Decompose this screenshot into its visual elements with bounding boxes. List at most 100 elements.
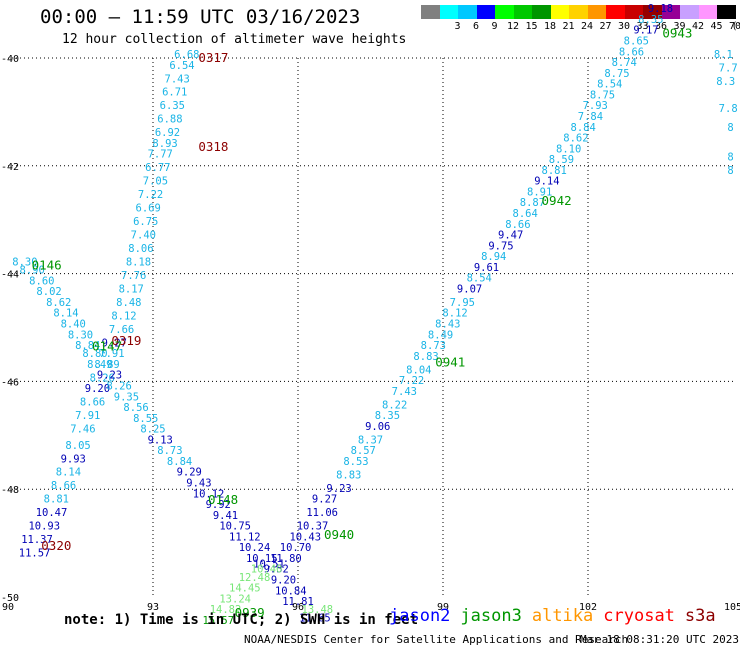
grid-layer (8, 57, 733, 597)
swh-point-value: 8.93 (152, 138, 177, 150)
swh-point-value: 8.89 (94, 359, 119, 371)
swh-point-value: 8.94 (481, 251, 506, 263)
tick-labels-layer: 90 93 96 99 102 105 -40 -42 -44 -46 -48 -50 (1, 54, 740, 613)
swh-point-value: 8.66 (80, 397, 105, 409)
legend-swatch (569, 5, 588, 19)
swh-point-value: 15.57 (202, 615, 234, 627)
swh-point-value: 8.84 (571, 122, 596, 134)
y-tick-label: -46 (1, 377, 19, 388)
swh-point-value: 8.05 (65, 440, 90, 452)
pass-labels-layer: 0317 0318 0319 0320 0146 0147 0148 0939 0940 0941… (32, 26, 693, 620)
y-tick-label: -42 (1, 162, 19, 173)
swh-point-value: 6.35 (160, 100, 185, 112)
swh-point-value: 8.73 (421, 340, 446, 352)
swh-point-value: 9.13 (148, 434, 173, 446)
swh-point-value: 7.22 (399, 375, 424, 387)
swh-point-value: 8.30 (68, 329, 93, 341)
legend-bin-label: 21 (562, 21, 575, 32)
swh-point-value: 8.59 (549, 154, 574, 166)
y-tick-label: -44 (1, 270, 19, 281)
satellite-name-cryosat: cryosat (603, 606, 675, 626)
pass-time-label: 0320 (41, 538, 71, 553)
legend-bin-label: 6 (472, 21, 480, 32)
swh-point-value: 9.14 (534, 176, 559, 188)
footnote: note: 1) Time is in UTC; 2) SWH is in fe… (64, 612, 419, 628)
legend-bin-label: 27 (599, 21, 612, 32)
swh-point-value: 8 (727, 165, 733, 177)
swh-point-value: 8.14 (56, 467, 81, 479)
swh-point-value: 13.48 (302, 604, 334, 616)
swh-point-value: 7.76 (121, 270, 146, 282)
swh-point-value: 9.35 (114, 391, 139, 403)
swh-point-value: 9.27 (102, 337, 127, 349)
swh-point-value: 13.24 (219, 593, 251, 605)
legend-swatch (458, 5, 477, 19)
swh-point-value: 8.1 (714, 49, 733, 61)
swh-point-value: 7.8 (719, 103, 738, 115)
legend-bin-label: 45 (710, 21, 723, 32)
swh-point-value: 10.70 (280, 542, 312, 554)
swh-point-value: 8.60 (29, 275, 54, 287)
legend-swatch (698, 5, 717, 19)
swh-point-value: 8.04 (406, 364, 431, 376)
swh-point-value: 6.54 (169, 60, 194, 72)
swh-point-value: 7.05 (143, 176, 168, 188)
swh-point-value: 9.52 (264, 564, 289, 576)
legend-swatch (476, 5, 495, 19)
swh-point-value: 11.37 (21, 534, 53, 546)
swh-point-value: 8.80 (82, 348, 107, 360)
swh-point-value: 7.93 (583, 100, 608, 112)
swh-point-value: 8.74 (612, 57, 637, 69)
credit-line: NOAA/NESDIS Center for Satellite Applica… (244, 633, 629, 646)
swh-point-value: 8.57 (351, 445, 376, 457)
swh-point-value: 8.83 (413, 351, 438, 363)
swh-point-value: 8.83 (336, 469, 361, 481)
swh-point-value: 8.35 (638, 14, 663, 26)
swh-point-value: 8.53 (343, 456, 368, 468)
swh-point-value: 10.75 (219, 521, 251, 533)
legend-bin-label: 70 (728, 21, 740, 32)
swh-point-value: 8.35 (375, 410, 400, 422)
legend-bin-label: 30 (617, 21, 631, 32)
legend-swatch (587, 5, 606, 19)
swh-point-value: 9.75 (488, 240, 513, 252)
swh-point-value: 7.43 (392, 386, 417, 398)
legend-bin-label: 9 (491, 21, 498, 32)
swh-point-value: 11.12 (229, 531, 261, 543)
swh-point-value: 9.61 (474, 262, 499, 274)
points-layer: 6.686.547.436.716.356.886.928.937.776.77… (12, 3, 737, 627)
legend-swatch (717, 5, 736, 19)
swh-point-value: 8.64 (513, 208, 538, 220)
swh-point-value: 8.84 (75, 340, 100, 352)
satellite-name-s3a: s3a (684, 606, 716, 626)
swh-point-value: 8.75 (604, 68, 629, 80)
swh-point-value: 8.10 (556, 143, 581, 155)
legend-swatch (421, 5, 440, 19)
swh-point-value: 11.06 (306, 507, 338, 519)
x-tick-label: 93 (147, 602, 159, 613)
swh-point-value: 7.66 (109, 324, 134, 336)
pass-time-label: 0941 (435, 355, 465, 370)
pass-time-label: 0147 (92, 338, 122, 353)
swh-point-value: 8.12 (111, 310, 136, 322)
swh-point-value: 7.40 (131, 230, 156, 242)
swh-point-value: 8.66 (51, 480, 76, 492)
swh-point-value: 8.3 (716, 76, 735, 88)
swh-point-value: 8.17 (119, 283, 144, 295)
legend-bin-label: 3 (454, 21, 461, 32)
swh-point-value: 9.92 (206, 499, 231, 511)
swh-point-value: 8.84 (167, 456, 192, 468)
legend-swatch (680, 5, 699, 19)
swh-point-value: 8.26 (90, 372, 115, 384)
swh-point-value: 8.12 (442, 308, 467, 320)
swh-point-value: 9.93 (61, 453, 86, 465)
swh-point-value: 9.06 (365, 421, 390, 433)
swh-point-value: 8.49 (87, 359, 112, 371)
y-tick-label: -40 (1, 54, 19, 65)
legend-bin-label: 36 (654, 21, 668, 32)
generation-timestamp: Mar 18 08:31:20 UTC 2023 (580, 633, 739, 646)
swh-point-value: 8.43 (435, 319, 460, 331)
legend-bin-label: 12 (506, 21, 520, 32)
legend-bin-label: 33 (636, 21, 649, 32)
